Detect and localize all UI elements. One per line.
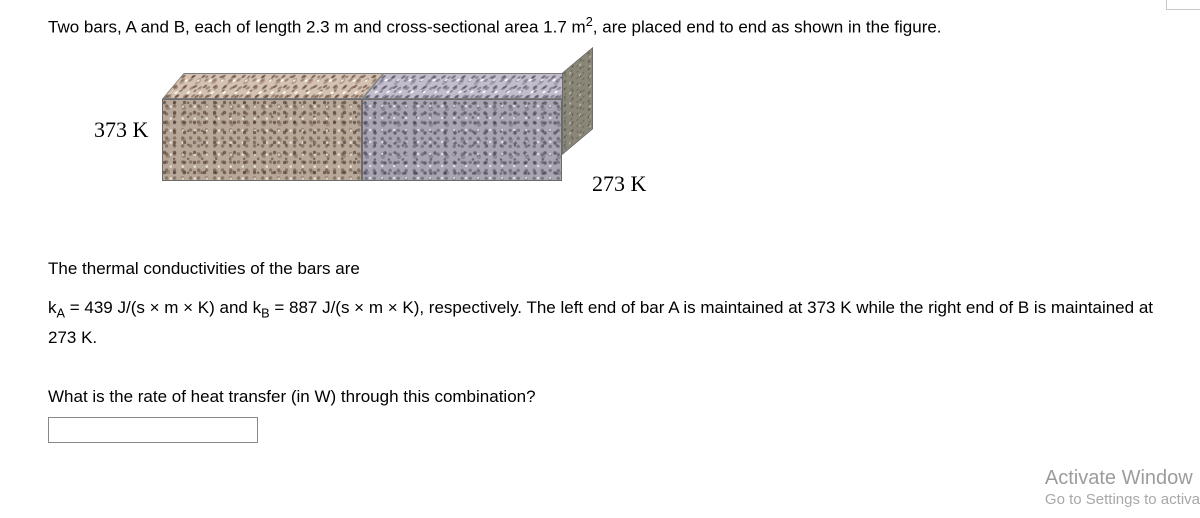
- bars-3d: [162, 73, 562, 181]
- intro-post: , are placed end to end as shown in the …: [593, 18, 942, 37]
- bars-top-face: [162, 73, 562, 99]
- intro-text: Two bars, A and B, each of length 2.3 m …: [48, 12, 1160, 41]
- kb-sub: B: [261, 305, 270, 320]
- intro-pre: Two bars, A and B, each of length 2.3 m …: [48, 18, 586, 37]
- problem-container: Two bars, A and B, each of length 2.3 m …: [0, 0, 1200, 443]
- bar-b-front: [362, 99, 562, 181]
- intro-sup: 2: [586, 14, 593, 29]
- bar-a-top: [162, 73, 384, 99]
- window-frame-fragment: [1166, 0, 1200, 10]
- bar-a-front: [162, 99, 362, 181]
- temperature-left: 373 K: [94, 117, 148, 143]
- bars-front-face: [162, 99, 562, 181]
- watermark-line1: Activate Window: [1045, 466, 1200, 491]
- conductivities-detail: kA = 439 J/(s × m × K) and kB = 887 J/(s…: [48, 294, 1160, 353]
- bar-b-side: [562, 47, 593, 155]
- ka-pre: k: [48, 298, 57, 317]
- conductivities-lead: The thermal conductivities of the bars a…: [48, 255, 1160, 284]
- figure: A B 373 K 273 K: [72, 69, 1160, 219]
- answer-input[interactable]: [48, 417, 258, 443]
- ka-sub: A: [57, 305, 66, 320]
- ka-eq: = 439 J/(s × m × K) and k: [65, 298, 261, 317]
- bar-b-top: [362, 73, 584, 99]
- question-text: What is the rate of heat transfer (in W)…: [48, 387, 1160, 407]
- temperature-right: 273 K: [592, 171, 646, 197]
- watermark-line2: Go to Settings to activa: [1045, 491, 1200, 510]
- windows-activation-watermark: Activate Window Go to Settings to activa: [1045, 466, 1200, 510]
